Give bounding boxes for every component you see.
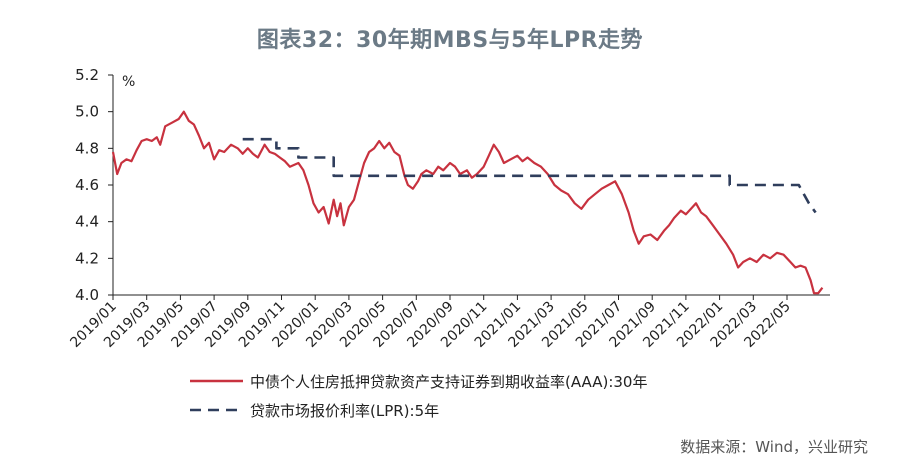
legend-label-mbs: 中债个人住房抵押贷款资产支持证券到期收益率(AAA):30年	[250, 373, 647, 391]
legend-label-lpr: 贷款市场报价利率(LPR):5年	[250, 402, 439, 420]
y-axis-unit: %	[122, 74, 135, 90]
mbs-yield-line	[111, 110, 824, 295]
axes	[112, 75, 830, 296]
y-tick-label: 4.0	[75, 286, 99, 304]
y-tick-label: 4.8	[75, 139, 99, 157]
data-source: 数据来源：Wind，兴业研究	[680, 438, 868, 456]
x-axis-ticks: 2019/012019/032019/052019/072019/092019/…	[67, 295, 794, 351]
y-tick-label: 4.4	[75, 213, 99, 231]
y-tick-label: 4.6	[75, 176, 99, 194]
series-layer	[111, 110, 824, 295]
y-tick-label: 5.2	[75, 66, 99, 84]
legend: 中债个人住房抵押贷款资产支持证券到期收益率(AAA):30年贷款市场报价利率(L…	[190, 373, 647, 420]
chart-title: 图表32：30年期MBS与5年LPR走势	[256, 28, 644, 53]
y-tick-label: 4.2	[75, 249, 99, 267]
lpr-5y-line	[242, 137, 817, 214]
y-axis-ticks: 5.2 5.0 4.8 4.6 4.4 4.2 4.0	[75, 66, 113, 304]
y-tick-label: 5.0	[75, 103, 99, 121]
